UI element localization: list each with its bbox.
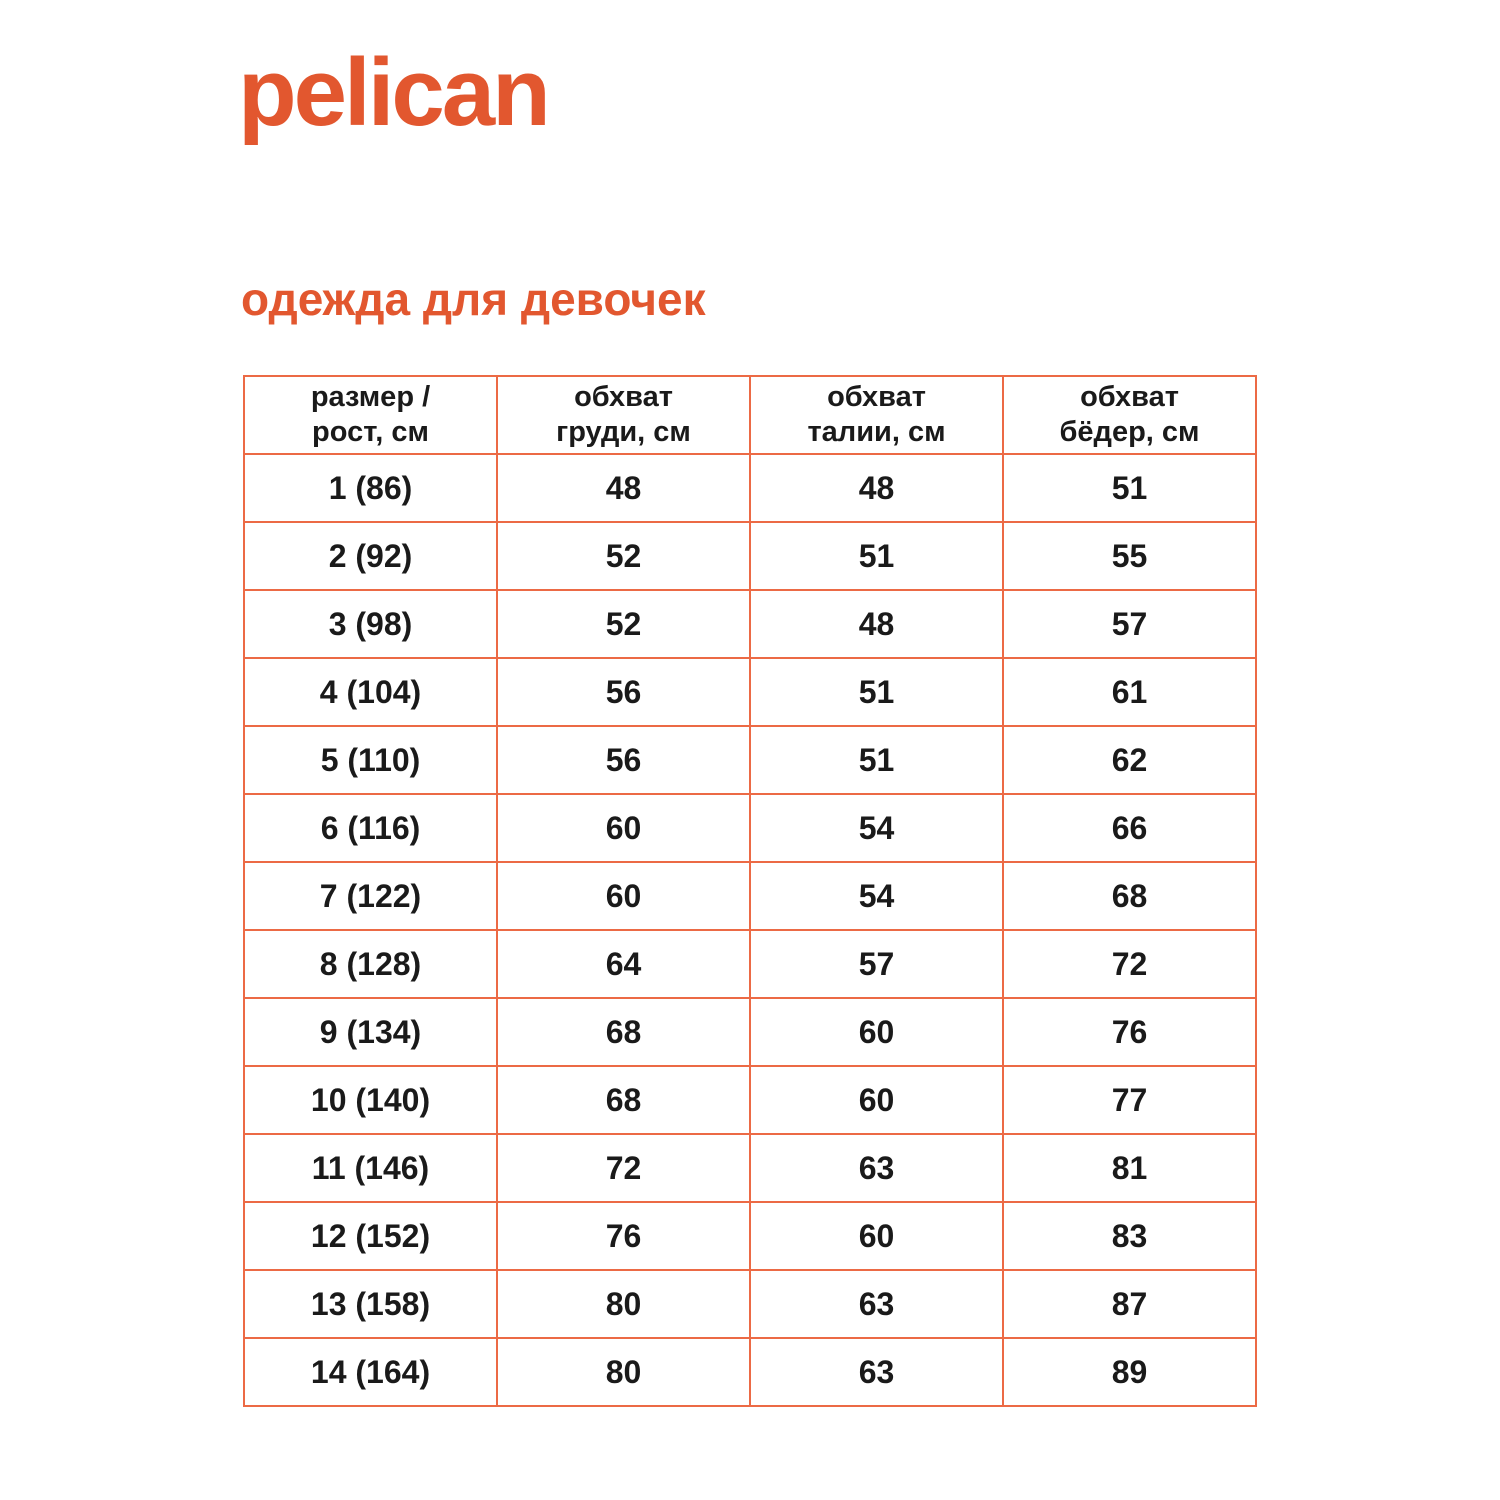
table-cell: 56 xyxy=(496,725,751,795)
column-header-size-height: размер / рост, см xyxy=(243,375,498,455)
table-cell: 48 xyxy=(749,453,1004,523)
table-cell: 87 xyxy=(1002,1269,1257,1339)
page-title: одежда для девочек xyxy=(241,273,706,325)
table-cell: 63 xyxy=(749,1269,1004,1339)
table-cell: 4 (104) xyxy=(243,657,498,727)
table-cell: 61 xyxy=(1002,657,1257,727)
table-row: 11 (146) 72 63 81 xyxy=(243,1133,1257,1203)
table-cell: 51 xyxy=(749,657,1004,727)
table-cell: 60 xyxy=(749,1201,1004,1271)
pelican-logo: pelican xyxy=(238,39,551,146)
table-cell: 48 xyxy=(749,589,1004,659)
table-cell: 13 (158) xyxy=(243,1269,498,1339)
table-cell: 10 (140) xyxy=(243,1065,498,1135)
size-table-header: размер / рост, см обхват груди, см обхва… xyxy=(243,375,1257,455)
table-cell: 54 xyxy=(749,861,1004,931)
table-cell: 63 xyxy=(749,1133,1004,1203)
table-cell: 11 (146) xyxy=(243,1133,498,1203)
table-cell: 60 xyxy=(496,861,751,931)
table-cell: 63 xyxy=(749,1337,1004,1407)
table-cell: 89 xyxy=(1002,1337,1257,1407)
table-cell: 51 xyxy=(749,521,1004,591)
table-cell: 68 xyxy=(496,1065,751,1135)
table-cell: 7 (122) xyxy=(243,861,498,931)
table-row: 4 (104) 56 51 61 xyxy=(243,657,1257,727)
table-row: 13 (158) 80 63 87 xyxy=(243,1269,1257,1339)
table-cell: 62 xyxy=(1002,725,1257,795)
table-cell: 48 xyxy=(496,453,751,523)
table-cell: 68 xyxy=(496,997,751,1067)
table-cell: 6 (116) xyxy=(243,793,498,863)
column-header-chest: обхват груди, см xyxy=(496,375,751,455)
table-cell: 77 xyxy=(1002,1065,1257,1135)
table-row: 14 (164) 80 63 89 xyxy=(243,1337,1257,1407)
table-row: 6 (116) 60 54 66 xyxy=(243,793,1257,863)
table-cell: 60 xyxy=(496,793,751,863)
table-cell: 5 (110) xyxy=(243,725,498,795)
table-row: 3 (98) 52 48 57 xyxy=(243,589,1257,659)
table-row: 12 (152) 76 60 83 xyxy=(243,1201,1257,1271)
table-cell: 66 xyxy=(1002,793,1257,863)
table-row: 7 (122) 60 54 68 xyxy=(243,861,1257,931)
size-table-body: 1 (86) 48 48 51 2 (92) 52 51 55 3 (98) 52 48 57 4 (1… xyxy=(243,453,1257,1407)
table-cell: 51 xyxy=(1002,453,1257,523)
table-row: 5 (110) 56 51 62 xyxy=(243,725,1257,795)
table-cell: 57 xyxy=(1002,589,1257,659)
table-row: 1 (86) 48 48 51 xyxy=(243,453,1257,523)
column-header-hips: обхват бёдер, см xyxy=(1002,375,1257,455)
header-row: размер / рост, см обхват груди, см обхва… xyxy=(243,375,1257,455)
table-cell: 81 xyxy=(1002,1133,1257,1203)
table-cell: 72 xyxy=(496,1133,751,1203)
table-cell: 1 (86) xyxy=(243,453,498,523)
table-cell: 72 xyxy=(1002,929,1257,999)
table-row: 2 (92) 52 51 55 xyxy=(243,521,1257,591)
table-cell: 9 (134) xyxy=(243,997,498,1067)
table-cell: 2 (92) xyxy=(243,521,498,591)
table-cell: 64 xyxy=(496,929,751,999)
table-cell: 55 xyxy=(1002,521,1257,591)
table-cell: 60 xyxy=(749,997,1004,1067)
table-cell: 8 (128) xyxy=(243,929,498,999)
column-header-waist: обхват талии, см xyxy=(749,375,1004,455)
size-table: размер / рост, см обхват груди, см обхва… xyxy=(243,375,1257,1407)
table-cell: 57 xyxy=(749,929,1004,999)
table-cell: 80 xyxy=(496,1337,751,1407)
table-cell: 54 xyxy=(749,793,1004,863)
table-cell: 52 xyxy=(496,521,751,591)
table-row: 10 (140) 68 60 77 xyxy=(243,1065,1257,1135)
table-cell: 76 xyxy=(1002,997,1257,1067)
table-cell: 76 xyxy=(496,1201,751,1271)
table-cell: 83 xyxy=(1002,1201,1257,1271)
table-row: 8 (128) 64 57 72 xyxy=(243,929,1257,999)
table-cell: 12 (152) xyxy=(243,1201,498,1271)
table-cell: 56 xyxy=(496,657,751,727)
table-cell: 80 xyxy=(496,1269,751,1339)
table-cell: 3 (98) xyxy=(243,589,498,659)
table-cell: 60 xyxy=(749,1065,1004,1135)
table-cell: 68 xyxy=(1002,861,1257,931)
table-row: 9 (134) 68 60 76 xyxy=(243,997,1257,1067)
table-cell: 14 (164) xyxy=(243,1337,498,1407)
table-cell: 51 xyxy=(749,725,1004,795)
table-cell: 52 xyxy=(496,589,751,659)
